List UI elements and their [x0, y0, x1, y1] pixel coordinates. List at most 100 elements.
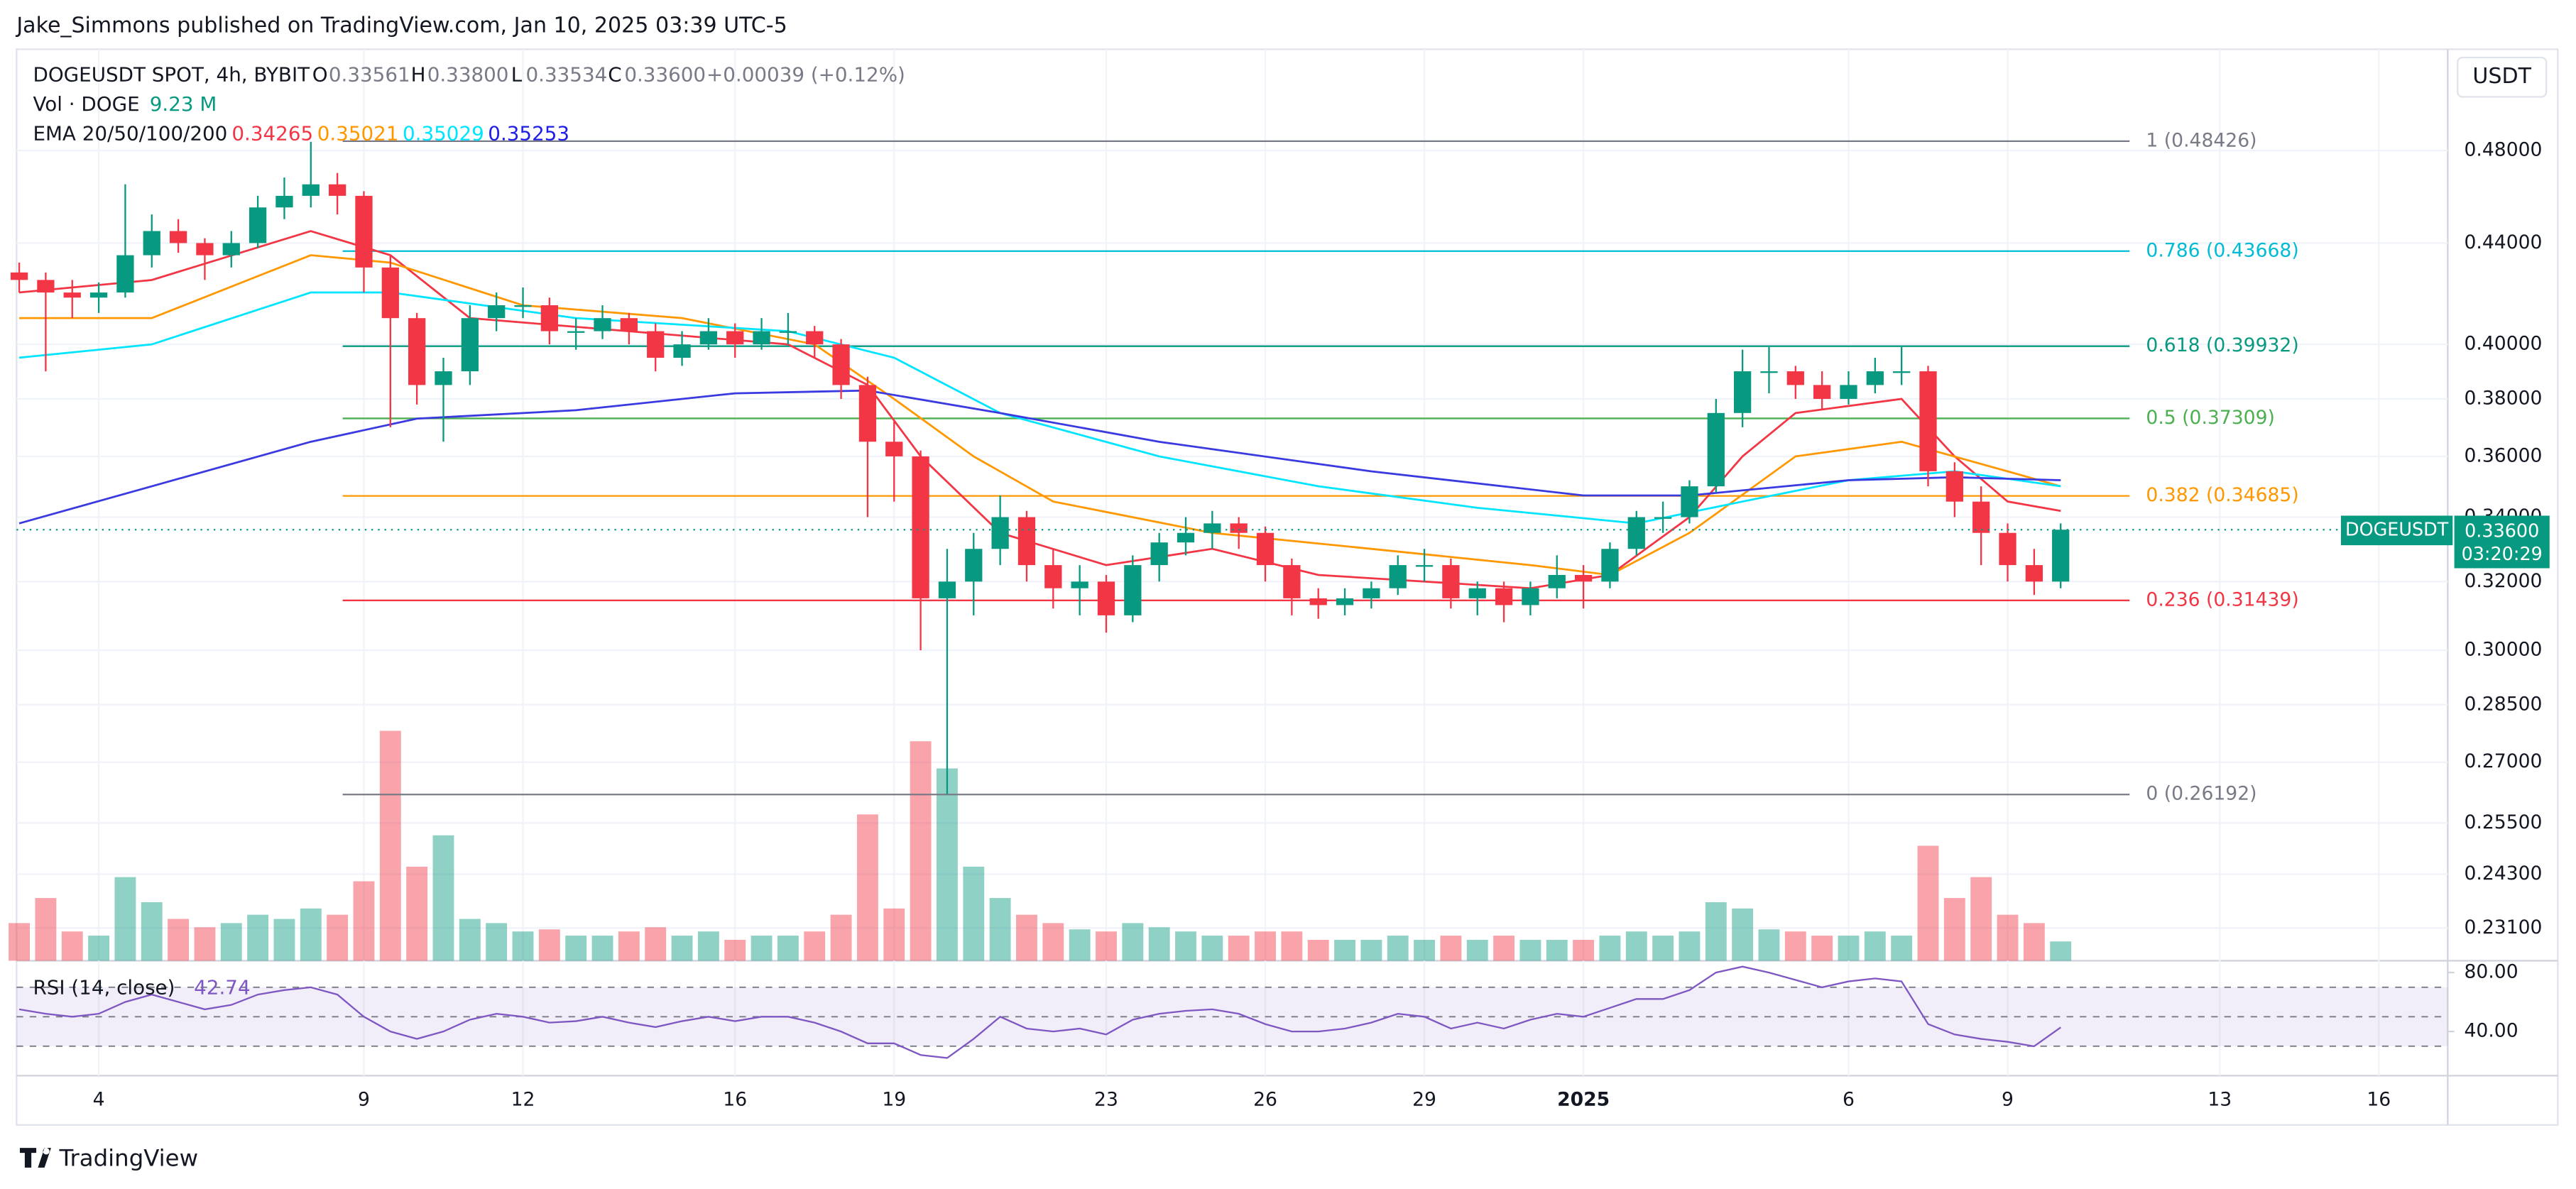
volume-bar [697, 931, 719, 961]
volume-bar [168, 919, 190, 961]
rsi-tick-label: 80.00 [2464, 961, 2518, 983]
candle-body [381, 267, 399, 319]
volume-bar [804, 931, 826, 961]
volume-bar [432, 835, 454, 961]
ohlc-value: 0.33600 [624, 62, 706, 86]
volume-bar [1864, 931, 1886, 961]
ohlc-key: C [608, 62, 621, 86]
fib-label: 0.236 (0.31439) [2146, 588, 2298, 610]
volume [9, 730, 2072, 961]
candle-body [1495, 588, 1513, 606]
y-tick-label: 0.25500 [2464, 811, 2542, 833]
fib-label: 0.786 (0.43668) [2146, 239, 2298, 261]
volume-bar [1016, 914, 1037, 961]
tag-symbol: DOGEUSDT [2345, 518, 2449, 539]
volume-bar [1811, 936, 1833, 961]
volume-bar [618, 931, 640, 961]
candle-body [10, 272, 28, 280]
volume-bar [273, 919, 295, 961]
volume-bar [1732, 908, 1754, 961]
candle-body [1548, 574, 1566, 588]
candle-body [143, 231, 160, 256]
volume-bar [1838, 936, 1860, 961]
volume-bar [963, 866, 985, 961]
symbol: DOGEUSDT SPOT, 4h, BYBIT [33, 62, 310, 86]
candle-body [1097, 581, 1115, 615]
candle-body [435, 371, 452, 385]
volume-bar [459, 919, 481, 961]
candle-body [885, 442, 903, 456]
ohlc-key: O [312, 62, 328, 86]
x-tick-label: 9 [2002, 1089, 2014, 1111]
x-tick-label: 23 [1094, 1089, 1118, 1111]
candle-body [1840, 385, 1857, 399]
candle-body [965, 549, 983, 582]
y-tick-label: 0.23100 [2464, 916, 2542, 938]
volume-bar [830, 914, 852, 961]
rsi-tick-label: 40.00 [2464, 1020, 2518, 1042]
chart-frame [16, 48, 2559, 1126]
volume-bar [1625, 931, 1647, 961]
volume-bar [910, 741, 932, 961]
volume-bar [591, 936, 613, 961]
volume-bar [1970, 877, 1992, 961]
volume-bar [751, 936, 773, 961]
candle-body [1017, 517, 1036, 566]
volume-bar [1069, 929, 1091, 961]
currency-button[interactable] [2457, 56, 2548, 98]
candle-body [514, 305, 532, 307]
volume-bar [1546, 939, 1568, 961]
candle-body [1733, 371, 1752, 413]
volume-bar [1307, 939, 1329, 961]
volume-bar [1997, 914, 2019, 961]
volume-bar [1175, 931, 1196, 961]
volume-bar [1334, 939, 1355, 961]
volume-bar [1519, 939, 1541, 961]
volume-bar [114, 877, 136, 961]
ema-name: EMA 20/50/100/200 [33, 122, 227, 146]
volume-bar [1228, 936, 1250, 961]
candle-body [858, 385, 877, 442]
volume-bar [1758, 929, 1780, 961]
volume-bar [35, 898, 57, 961]
candle-body [1522, 588, 1539, 606]
fib-label: 0 (0.26192) [2146, 783, 2256, 805]
rsi-value: 42.74 [194, 976, 250, 999]
x-tick-label: 4 [93, 1089, 105, 1111]
candle-body [1256, 532, 1275, 566]
candle-body [461, 318, 479, 372]
rsi-band [16, 986, 2448, 1047]
candle-body [1760, 371, 1778, 373]
candle-body [1786, 371, 1804, 385]
volume-bar [1573, 939, 1595, 961]
y-tick-label: 0.36000 [2464, 444, 2542, 466]
candle-body [2025, 565, 2043, 582]
candle-body [1230, 523, 1248, 533]
candle-body [1893, 371, 1911, 373]
candle-body [779, 331, 797, 333]
x-tick-label: 2025 [1557, 1089, 1610, 1111]
candle-body [1574, 574, 1593, 582]
y-axis-title[interactable]: USDT [2472, 64, 2531, 89]
volume-bar [565, 936, 587, 961]
candle-body [1627, 517, 1645, 549]
candle-body [1999, 532, 2016, 566]
candle-body [832, 344, 850, 385]
volume-bar [486, 923, 508, 961]
volume-bar [1122, 923, 1144, 961]
price-tag: DOGEUSDT 0.33600 03:20:29 [2340, 515, 2550, 569]
volume-bar [220, 923, 242, 961]
candle-body [1468, 588, 1486, 598]
volume-bar [1148, 927, 1170, 961]
volume-bar [1599, 936, 1621, 961]
candle-body [753, 331, 770, 345]
volume-bar [645, 927, 667, 961]
candle-body [302, 184, 320, 196]
candle-body [1204, 523, 1221, 533]
y-tick-label: 0.48000 [2464, 139, 2542, 161]
tag-price-box [2454, 515, 2550, 569]
candle-body [1309, 598, 1327, 606]
x-tick-label: 9 [358, 1089, 370, 1111]
volume-bar [1387, 936, 1409, 961]
candle-body [63, 292, 81, 298]
